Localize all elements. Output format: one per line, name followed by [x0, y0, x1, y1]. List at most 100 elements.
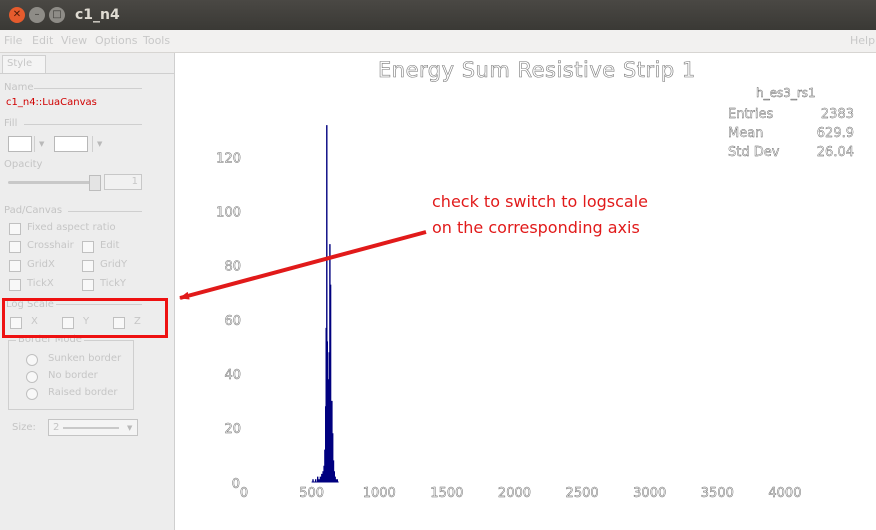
y-tick-label-2: 40	[224, 368, 241, 383]
log-scale-divider	[56, 304, 142, 305]
menubar: File Edit View Options Tools Help	[0, 30, 876, 53]
border-size-value: 2	[53, 422, 60, 433]
name-divider	[34, 88, 142, 89]
log-scale-highlight-box	[2, 298, 168, 338]
tickx-checkbox[interactable]	[9, 279, 21, 291]
tickx-label: TickX	[27, 278, 54, 289]
fill-pattern-picker[interactable]	[54, 136, 88, 152]
y-tick-label-4: 80	[224, 260, 241, 275]
tab-divider	[0, 73, 174, 74]
maximize-icon: □	[52, 9, 62, 20]
fill-pattern-dropdown-icon[interactable]: ▼	[97, 140, 103, 148]
annotation-arrow	[179, 230, 427, 300]
stats-stddev-row: Std Dev 26.04	[728, 145, 854, 160]
x-tick-label-0: 0	[240, 486, 248, 501]
sunken-border-label: Sunken border	[48, 353, 122, 364]
stats-entries-label: Entries	[728, 107, 774, 122]
edit-checkbox[interactable]	[82, 241, 94, 253]
close-icon: ✕	[12, 9, 22, 20]
border-mode-label: Border Mode	[16, 334, 84, 345]
fill-color-picker[interactable]	[8, 136, 32, 152]
ticky-checkbox[interactable]	[82, 279, 94, 291]
x-tick-label-6: 3000	[633, 486, 666, 501]
x-tick-label-7: 3500	[701, 486, 734, 501]
menu-edit[interactable]: Edit	[32, 34, 54, 47]
tab-style[interactable]: Style	[2, 55, 46, 73]
stats-box-name: h_es3_rs1	[756, 86, 816, 100]
gridx-label: GridX	[27, 259, 55, 270]
pad-canvas-divider	[68, 211, 142, 212]
object-name: c1_n4::LuaCanvas	[6, 97, 97, 108]
window-title: c1_n4	[75, 7, 120, 23]
menu-options[interactable]: Options	[95, 34, 138, 47]
x-tick-label-1: 500	[299, 486, 324, 501]
no-border-label: No border	[48, 370, 98, 381]
histogram-bars	[312, 125, 338, 482]
log-scale-label: Log Scale	[6, 299, 54, 310]
log-z-checkbox[interactable]	[113, 317, 125, 329]
border-size-preview	[63, 427, 119, 429]
log-z-label: Z	[134, 316, 141, 327]
close-window-button[interactable]: ✕	[9, 7, 25, 23]
border-size-label: Size:	[12, 422, 36, 433]
histogram-title: Energy Sum Resistive Strip 1	[378, 58, 696, 83]
y-tick-label-1: 20	[224, 422, 241, 437]
stats-mean-value: 629.9	[816, 126, 855, 141]
window-titlebar: ✕ – □ c1_n4	[0, 0, 876, 30]
x-tick-label-2: 1000	[363, 486, 396, 501]
histogram-plot: 0 500 1000 1500 2000 2500 3000 3500 4000 20 40 60 80…	[216, 125, 802, 501]
stats-stddev-label: Std Dev	[728, 145, 780, 160]
ticky-label: TickY	[100, 278, 126, 289]
ged-editor-panel: Style Name c1_n4::LuaCanvas Fill ▼ ▼ Opa…	[0, 53, 175, 530]
name-label: Name	[4, 82, 34, 93]
maximize-window-button[interactable]: □	[49, 7, 65, 23]
stats-stddev-value: 26.04	[816, 145, 855, 160]
raised-border-label: Raised border	[48, 387, 118, 398]
y-tick-label-6: 120	[216, 152, 241, 167]
opacity-slider-track[interactable]	[8, 181, 96, 184]
no-border-radio[interactable]	[26, 371, 38, 383]
annotation-line-2: on the corresponding axis	[432, 218, 640, 237]
y-tick-label-3: 60	[224, 314, 241, 329]
gridy-checkbox[interactable]	[82, 260, 94, 272]
stats-mean-label: Mean	[728, 126, 764, 141]
fill-divider	[24, 124, 142, 125]
x-tick-label-8: 4000	[768, 486, 801, 501]
opacity-value-field[interactable]: 1	[104, 174, 142, 190]
fill-color-dropdown-icon[interactable]: ▼	[39, 140, 45, 148]
fill-pattern-separator	[92, 136, 93, 152]
opacity-slider-handle[interactable]	[89, 175, 101, 191]
menu-view[interactable]: View	[61, 34, 88, 47]
fill-label: Fill	[4, 118, 18, 129]
menu-file[interactable]: File	[4, 34, 23, 47]
x-tick-label-5: 2500	[566, 486, 599, 501]
root-canvas[interactable]	[175, 53, 876, 530]
annotation-line-1: check to switch to logscale	[432, 192, 649, 211]
stats-entries-row: Entries 2383	[728, 107, 854, 122]
gridx-checkbox[interactable]	[9, 260, 21, 272]
gridy-label: GridY	[100, 259, 128, 270]
x-tick-label-3: 1500	[430, 486, 463, 501]
crosshair-label: Crosshair	[27, 240, 74, 251]
stats-entries-value: 2383	[820, 107, 854, 122]
menu-help[interactable]: Help	[850, 34, 876, 47]
x-tick-label-4: 2000	[498, 486, 531, 501]
log-x-label: X	[31, 316, 38, 327]
minimize-window-button[interactable]: –	[29, 7, 45, 23]
log-y-checkbox[interactable]	[62, 317, 74, 329]
opacity-label: Opacity	[4, 159, 43, 170]
y-tick-label-5: 100	[216, 206, 241, 221]
border-size-dropdown-icon: ▼	[127, 424, 133, 432]
pad-canvas-label: Pad/Canvas	[4, 205, 63, 216]
fixed-aspect-checkbox[interactable]	[9, 223, 21, 235]
edit-label: Edit	[100, 240, 120, 251]
sunken-border-radio[interactable]	[26, 354, 38, 366]
menu-tools[interactable]: Tools	[143, 34, 171, 47]
log-y-label: Y	[83, 316, 90, 327]
minimize-icon: –	[34, 9, 40, 20]
border-size-select[interactable]: 2 ▼	[48, 419, 138, 436]
crosshair-checkbox[interactable]	[9, 241, 21, 253]
raised-border-radio[interactable]	[26, 388, 38, 400]
log-x-checkbox[interactable]	[10, 317, 22, 329]
